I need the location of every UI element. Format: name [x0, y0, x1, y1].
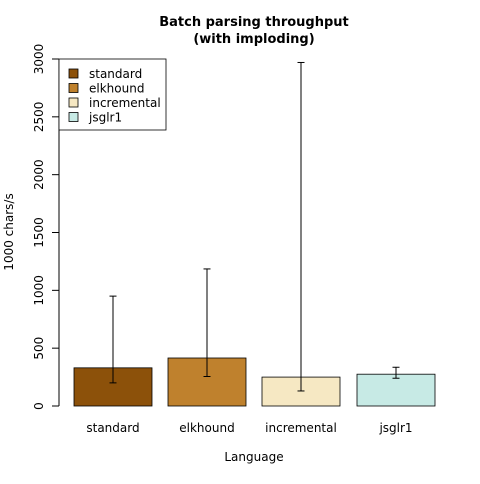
y-tick-label: 3000: [32, 44, 46, 75]
y-tick-label: 2000: [32, 159, 46, 190]
legend-swatch: [68, 97, 79, 108]
legend-swatch: [68, 112, 79, 122]
x-tick-label: elkhound: [179, 421, 234, 435]
legend-swatch: [68, 68, 79, 79]
y-axis: 0 500 1000 1500 2000 2500 3000: [32, 44, 60, 410]
legend-label: jsglr1: [88, 111, 122, 125]
legend-label: elkhound: [89, 82, 144, 96]
x-tick-label: jsglr1: [378, 421, 412, 435]
y-axis-label: 1000 chars/s: [2, 193, 16, 270]
x-tick-labels: standard elkhound incremental jsglr1: [86, 421, 412, 435]
y-tick-label: 0: [32, 402, 46, 410]
y-tick-label: 2500: [32, 102, 46, 133]
y-tick-label: 500: [32, 337, 46, 360]
error-bar-jsglr1: [392, 366, 400, 379]
y-tick-label: 1500: [32, 217, 46, 248]
legend-swatch: [68, 83, 79, 93]
y-tick-label: 1000: [32, 275, 46, 306]
error-bar-incremental: [297, 61, 305, 392]
bar-jsglr1: [356, 373, 436, 407]
chart-title: Batch parsing throughput: [159, 15, 349, 30]
error-bars-group: [109, 61, 400, 392]
error-bar-elkhound: [203, 268, 211, 378]
chart-subtitle: (with imploding): [193, 32, 314, 47]
error-bar-standard: [109, 295, 117, 384]
x-tick-label: incremental: [265, 421, 337, 435]
legend-label: incremental: [89, 96, 161, 110]
x-tick-label: standard: [86, 421, 139, 435]
bars-group: [73, 357, 436, 407]
x-axis-label: Language: [224, 450, 283, 464]
legend-label: standard: [89, 67, 142, 81]
